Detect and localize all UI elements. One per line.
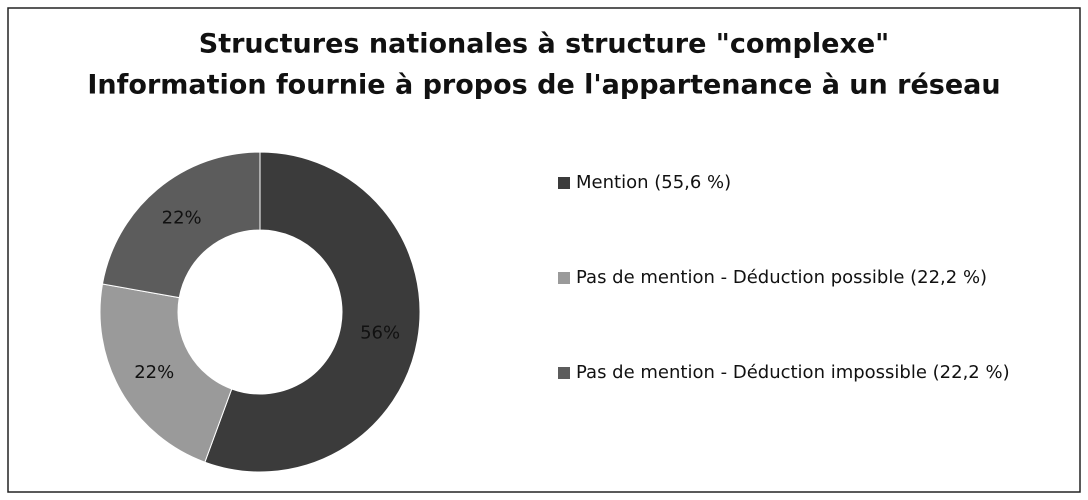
donut-segment: [101, 151, 261, 299]
legend-swatch: [558, 367, 570, 379]
donut-segment: [204, 151, 421, 473]
legend-label: Mention (55,6 %): [576, 172, 731, 193]
chart-title: Structures nationales à structure "compl…: [199, 29, 890, 60]
donut-segment: [99, 283, 233, 463]
chart-title: Information fournie à propos de l'appart…: [87, 70, 1000, 101]
legend-swatch: [558, 272, 570, 284]
data-label: 56%: [360, 322, 400, 343]
legend-swatch: [558, 177, 570, 189]
legend-label: Pas de mention - Déduction possible (22,…: [576, 267, 987, 288]
data-label: 22%: [162, 207, 202, 228]
legend-label: Pas de mention - Déduction impossible (2…: [576, 362, 1010, 383]
data-label: 22%: [134, 362, 174, 383]
